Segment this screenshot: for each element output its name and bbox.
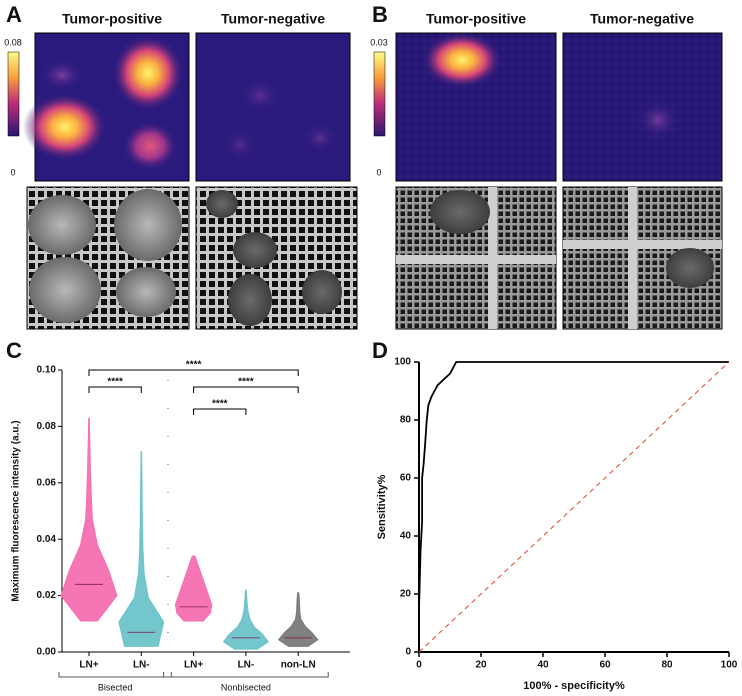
panel-title: Tumor-negative [221,11,325,27]
signal [112,35,184,111]
colorbar-max: 0.08 [4,37,22,47]
signal [122,121,178,171]
significance-bracket [88,369,299,376]
x-tick-label: non-LN [281,660,316,671]
tissue [233,232,277,268]
panel-letter: A [6,2,22,27]
tissue [116,267,176,317]
colorbar [373,51,386,137]
photo-bar [488,187,497,329]
roc-curve [418,361,729,652]
y-tick-label: 100 [394,357,411,368]
colorbar-max: 0.03 [370,37,388,47]
panel-title: Tumor-positive [62,11,162,27]
tissue [28,195,96,255]
violin [223,589,269,650]
violin [174,555,213,622]
significance-label: **** [186,360,202,371]
x-axis-label: 100% - specificity% [523,680,625,692]
photo-bar [396,255,556,264]
y-tick-label: 0.06 [37,477,57,488]
panel-title: Tumor-positive [426,11,526,27]
x-tick-label: LN+ [79,660,98,671]
y-tick-label: 0.00 [37,647,57,658]
y-tick-label: 0.10 [37,365,57,376]
y-axis-label: Maximum fluorescence intensity (a.u.) [11,420,22,601]
tissue [666,248,714,288]
x-tick-label: 60 [599,660,611,671]
signal [23,93,107,161]
panel-letter: D [372,338,388,363]
signal [222,127,258,163]
violin [278,592,319,647]
significance-label: **** [107,377,123,388]
tissue [114,189,182,261]
violin [60,417,118,622]
tissue [206,190,238,218]
x-tick-label: LN- [133,660,150,671]
panel-title: Tumor-negative [590,11,694,27]
panel-letter: B [372,2,388,27]
signal [302,122,338,154]
group-bracket [58,672,172,678]
signal [238,77,282,113]
x-tick-label: 40 [537,660,549,671]
y-axis-label: Sensitivity% [376,474,388,539]
signal [40,59,84,91]
significance-label: **** [212,399,228,410]
group-label: Bisected [98,682,133,692]
signal [422,32,502,88]
colorbar [7,51,20,137]
y-tick-label: 0 [405,647,411,658]
significance-bracket [193,386,299,393]
colorbar-min: 0 [376,167,381,177]
x-tick-label: 20 [475,660,487,671]
y-tick-label: 60 [400,473,412,484]
photo-bar [563,240,722,249]
group-label: Nonbisected [221,682,271,692]
x-tick-label: 80 [661,660,673,671]
signal [636,100,680,140]
colorbar-min: 0 [10,167,15,177]
significance-bracket [88,386,142,393]
group-bracket [163,672,329,678]
y-tick-label: 80 [400,415,412,426]
tissue [302,270,342,314]
y-tick-label: 0.04 [37,534,57,545]
significance-bracket [193,408,247,415]
reference-line [418,361,730,653]
x-tick-label: 0 [416,660,422,671]
y-tick-label: 40 [400,531,412,542]
violin [118,451,165,647]
y-tick-label: 20 [400,589,412,600]
x-tick-label: LN- [238,660,255,671]
x-tick-label: LN+ [184,660,203,671]
y-tick-label: 0.08 [37,421,57,432]
panel-letter: C [6,338,22,363]
photo-bar [628,187,637,329]
x-tick-label: 100 [721,660,738,671]
y-tick-label: 0.02 [37,590,57,601]
tissue [430,190,490,234]
significance-label: **** [238,377,254,388]
tissue [29,257,101,323]
tissue [228,274,272,326]
